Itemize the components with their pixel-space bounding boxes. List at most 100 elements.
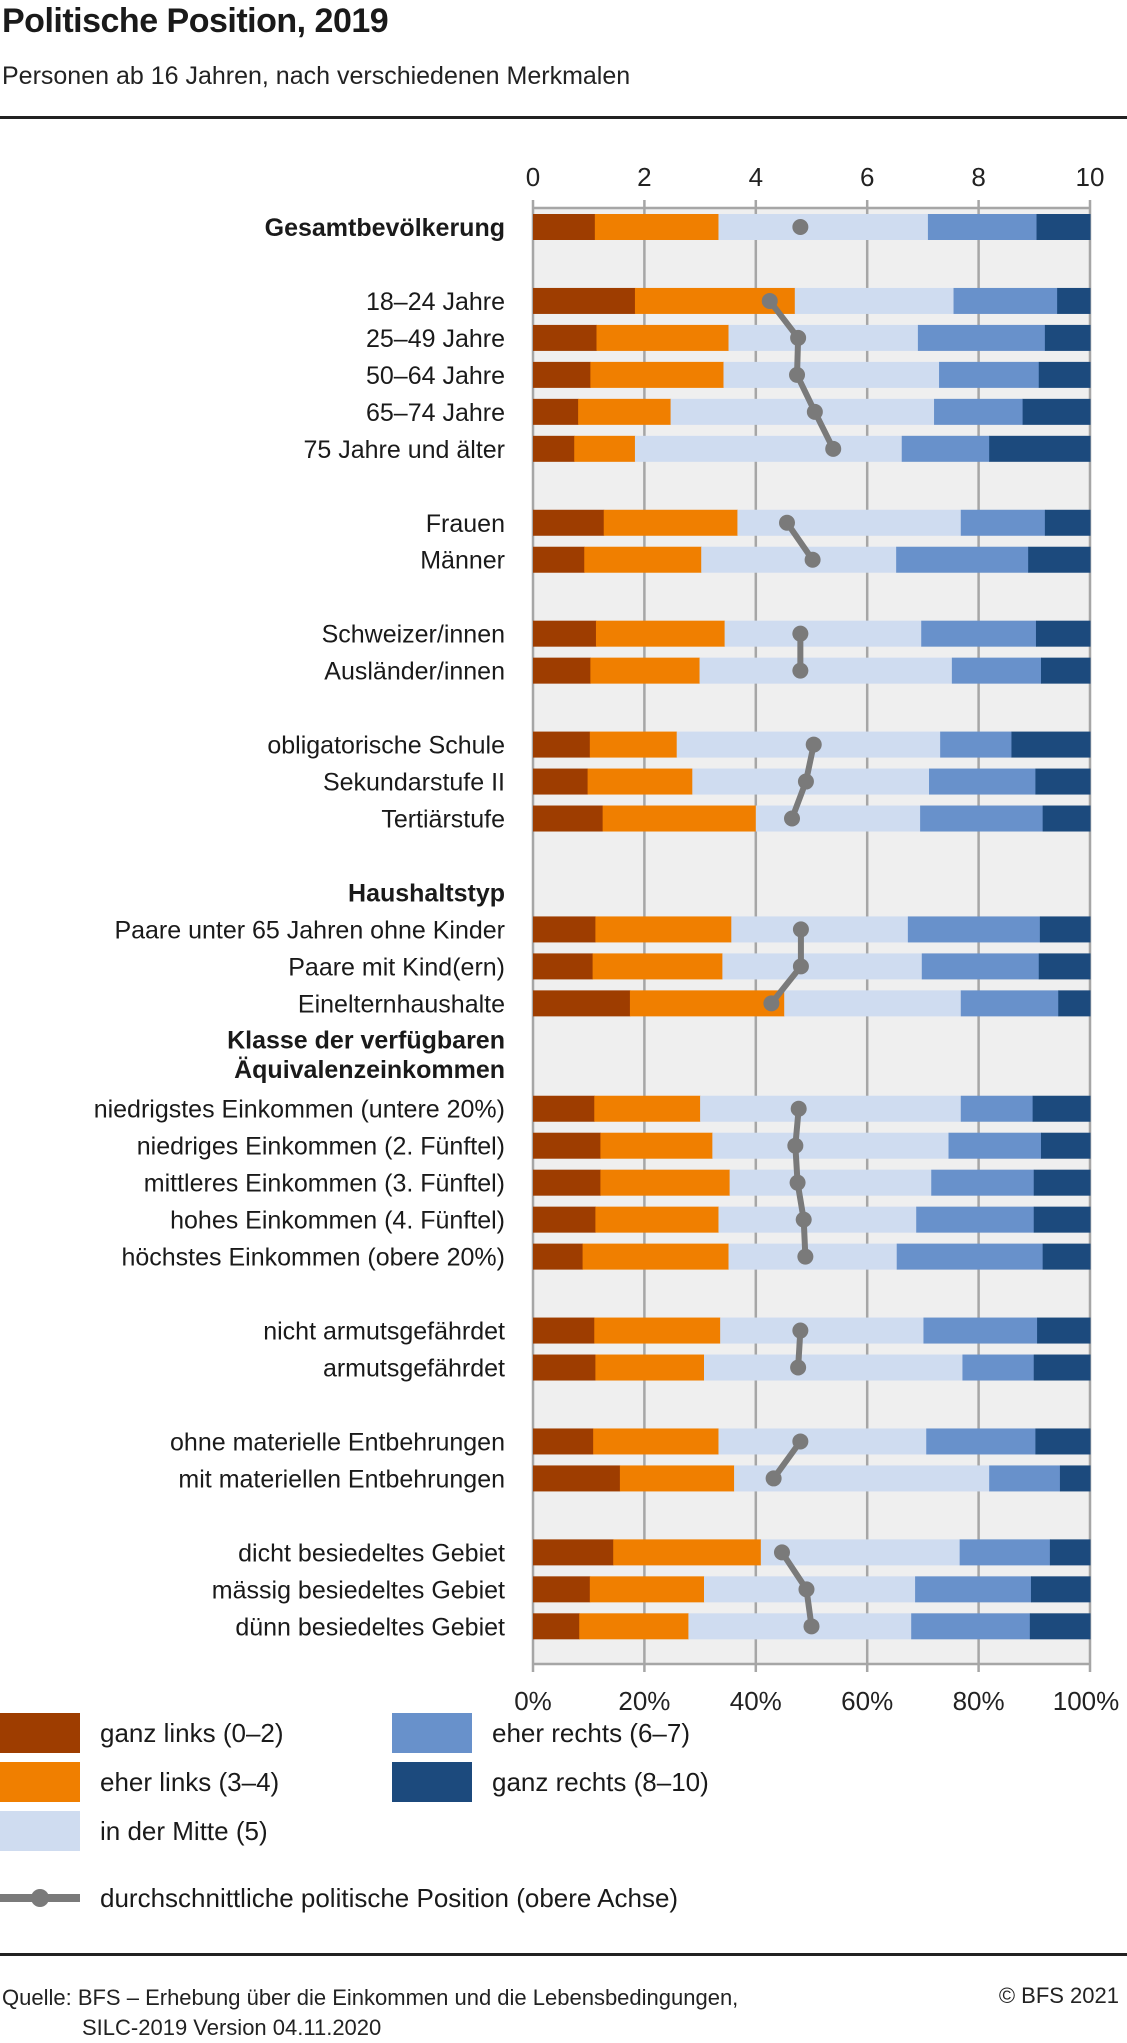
bar-segment-eher-links	[595, 1354, 705, 1381]
bar-segment-ganz-rechts	[1044, 509, 1091, 536]
top-axis-tick-label: 2	[637, 162, 651, 192]
bar-segment-mitte	[728, 324, 919, 351]
category-label: 75 Jahre und älter	[303, 436, 505, 464]
legend-label: durchschnittliche politische Position (o…	[100, 1883, 678, 1913]
bar-segment-ganz-links	[533, 324, 597, 351]
bar-segment-ganz-rechts	[1033, 1169, 1091, 1196]
bar-segment-ganz-links	[533, 398, 579, 425]
bar-segment-eher-links	[613, 1539, 762, 1566]
bar-segment-eher-rechts	[989, 1465, 1061, 1492]
bar-segment-eher-rechts	[953, 287, 1058, 314]
bar-segment-ganz-links	[533, 214, 596, 240]
legend-label: ganz rechts (8–10)	[492, 1767, 709, 1797]
legend-swatch-ganz-links	[0, 1713, 80, 1753]
mean-position-point	[790, 329, 807, 346]
mean-position-point	[795, 1211, 812, 1228]
mean-position-point	[763, 995, 780, 1012]
bar-segment-ganz-rechts	[1044, 324, 1091, 351]
mean-position-point	[789, 366, 806, 383]
bar-segment-ganz-rechts	[1033, 1206, 1091, 1233]
bar-segment-eher-links	[600, 1169, 731, 1196]
category-label: mit materiellen Entbehrungen	[178, 1465, 505, 1493]
bar-segment-eher-links	[584, 546, 702, 573]
bar-segment-ganz-links	[533, 1169, 601, 1196]
bar-segment-eher-rechts	[921, 953, 1040, 980]
bar-segment-eher-links	[595, 620, 726, 647]
bar-segment-eher-rechts	[916, 1206, 1035, 1233]
bar-segment-eher-rechts	[920, 805, 1044, 832]
legend-label: eher rechts (6–7)	[492, 1718, 690, 1748]
bar-segment-eher-links	[629, 990, 785, 1017]
bar-segment-ganz-links	[533, 435, 575, 462]
chart-title: Politische Position, 2019	[2, 2, 389, 40]
bar-segment-eher-links	[593, 1428, 719, 1455]
bar-segment-ganz-rechts	[1059, 1465, 1091, 1492]
bottom-axis-tick-label: 40%	[730, 1686, 782, 1716]
category-label: Schweizer/innen	[322, 621, 505, 649]
bar-segment-ganz-rechts	[1040, 1132, 1091, 1159]
bar-segment-ganz-links	[533, 361, 591, 388]
bar-segment-mitte	[670, 398, 935, 425]
bar-segment-eher-rechts	[917, 324, 1046, 351]
bar-segment-mitte	[688, 1613, 912, 1640]
category-label: höchstes Einkommen (obere 20%)	[121, 1244, 505, 1272]
bar-segment-mitte	[722, 953, 923, 980]
category-label: ohne materielle Entbehrungen	[170, 1428, 505, 1456]
bar-segment-mitte	[731, 916, 909, 943]
mean-position-point	[792, 1433, 809, 1450]
bar-segment-eher-rechts	[962, 1354, 1035, 1381]
bar-segment-ganz-links	[533, 990, 631, 1017]
category-label: 25–49 Jahre	[366, 325, 505, 353]
bar-segment-eher-rechts	[959, 1539, 1051, 1566]
bar-segment-mitte	[723, 361, 940, 388]
bar-segment-ganz-links	[533, 620, 597, 647]
bar-segment-ganz-rechts	[1036, 214, 1091, 240]
category-label: 65–74 Jahre	[366, 399, 505, 427]
category-label: Männer	[420, 547, 505, 575]
chart: 0 2 4 6 8 100% 20% 40% 60% 80% 100%Gesamtbevölkeru…	[0, 162, 1120, 1913]
source-line-1: Quelle: BFS – Erhebung über die Einkomme…	[2, 1985, 739, 2010]
bar-segment-eher-links	[619, 1465, 735, 1492]
chart-subtitle: Personen ab 16 Jahren, nach verschiedene…	[2, 62, 631, 90]
bar-segment-eher-rechts	[960, 509, 1046, 536]
mean-position-point	[825, 440, 842, 457]
bar-segment-eher-links	[595, 1206, 719, 1233]
bar-segment-mitte	[794, 287, 955, 314]
bar-segment-ganz-rechts	[1022, 398, 1091, 425]
top-axis-tick-label: 0	[526, 162, 540, 192]
bar-segment-eher-rechts	[960, 990, 1059, 1017]
bar-segment-ganz-rechts	[1030, 1576, 1091, 1603]
bar-segment-eher-rechts	[940, 731, 1012, 758]
category-label: mittleres Einkommen (3. Fünftel)	[144, 1170, 505, 1198]
bar-segment-eher-links	[596, 324, 730, 351]
bar-segment-eher-rechts	[901, 435, 990, 462]
bottom-axis-tick-label: 100%	[1053, 1686, 1120, 1716]
bar-segment-ganz-rechts	[1058, 990, 1091, 1017]
bar-segment-ganz-links	[533, 546, 585, 573]
bar-segment-ganz-links	[533, 1354, 596, 1381]
category-label: dünn besiedeltes Gebiet	[235, 1613, 505, 1641]
category-label: Gesamtbevölkerung	[265, 214, 505, 242]
footer-divider	[0, 1953, 1127, 1956]
bar-segment-eher-links	[590, 657, 701, 684]
bar-segment-ganz-rechts	[1028, 546, 1091, 573]
bottom-axis-tick-label: 80%	[953, 1686, 1005, 1716]
bar-segment-mitte	[755, 805, 921, 832]
bar-segment-ganz-links	[533, 916, 596, 943]
bar-segment-mitte	[634, 435, 903, 462]
legend-swatch-eher-links	[0, 1762, 80, 1802]
bar-segment-eher-links	[579, 1613, 689, 1640]
bar-segment-ganz-links	[533, 1206, 596, 1233]
bar-segment-eher-links	[595, 916, 732, 943]
bar-segment-ganz-links	[533, 953, 594, 980]
bar-segment-eher-rechts	[921, 620, 1037, 647]
bar-segment-eher-links	[574, 435, 636, 462]
bar-segment-ganz-rechts	[1057, 287, 1091, 314]
legend-label: eher links (3–4)	[100, 1767, 279, 1797]
bar-segment-eher-links	[589, 731, 678, 758]
mean-position-point	[804, 551, 821, 568]
bar-segment-ganz-rechts	[1049, 1539, 1091, 1566]
bar-segment-ganz-links	[533, 1132, 601, 1159]
bar-segment-mitte	[718, 1428, 927, 1455]
mean-position-point	[797, 773, 814, 790]
